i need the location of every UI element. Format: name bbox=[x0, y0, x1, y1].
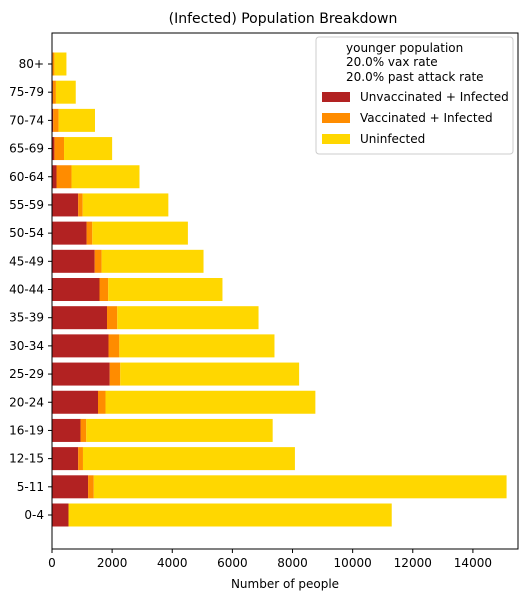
bar-segment bbox=[58, 108, 95, 132]
x-axis: 0 2000 4000 6000 8000 10000 12000 14000 bbox=[48, 549, 492, 570]
x-axis-label: Number of people bbox=[231, 577, 339, 591]
bar-segment bbox=[82, 193, 169, 217]
y-tick-label: 25-29 bbox=[9, 367, 44, 381]
x-tick-label: 2000 bbox=[97, 556, 128, 570]
bar-segment bbox=[71, 165, 140, 189]
bar-segment bbox=[52, 108, 54, 132]
bar-segment bbox=[78, 193, 83, 217]
y-tick-label: 65-69 bbox=[9, 142, 44, 156]
bar-segment bbox=[52, 165, 57, 189]
bar-segment bbox=[108, 334, 120, 358]
bar-segment bbox=[120, 362, 300, 386]
bar-segment bbox=[52, 475, 89, 499]
bar-segment bbox=[78, 447, 83, 471]
y-tick-label: 80+ bbox=[19, 57, 44, 71]
bar-segment bbox=[53, 108, 59, 132]
bar-segment bbox=[105, 390, 316, 414]
y-tick-label: 16-19 bbox=[9, 423, 44, 437]
bar-segment bbox=[55, 80, 76, 104]
y-tick-label: 20-24 bbox=[9, 395, 44, 409]
y-tick-label: 60-64 bbox=[9, 170, 44, 184]
y-tick-label: 75-79 bbox=[9, 85, 44, 99]
legend-header-line: younger population bbox=[346, 41, 463, 55]
legend-label: Unvaccinated + Infected bbox=[360, 90, 509, 104]
bar-segment bbox=[52, 249, 95, 273]
bar-segment bbox=[52, 278, 100, 301]
bar-segment bbox=[64, 137, 113, 161]
bar-segment bbox=[56, 165, 72, 189]
legend-swatch bbox=[322, 134, 350, 144]
bar-segment bbox=[86, 418, 273, 442]
chart-title: (Infected) Population Breakdown bbox=[169, 11, 398, 27]
y-tick-label: 70-74 bbox=[9, 113, 44, 127]
legend-swatch bbox=[322, 92, 350, 102]
legend-label: Vaccinated + Infected bbox=[360, 111, 493, 125]
x-tick-label: 10000 bbox=[334, 556, 372, 570]
legend-header-line: 20.0% past attack rate bbox=[346, 70, 484, 84]
bar-segment bbox=[52, 80, 56, 104]
x-tick-label: 8000 bbox=[277, 556, 308, 570]
bar-segment bbox=[54, 52, 67, 76]
bar-segment bbox=[101, 249, 204, 273]
y-tick-label: 12-15 bbox=[9, 452, 44, 466]
bar-segment bbox=[68, 503, 392, 527]
y-tick-label: 35-39 bbox=[9, 311, 44, 325]
bar-segment bbox=[94, 249, 102, 273]
bar-segment bbox=[52, 137, 55, 161]
bar-segment bbox=[52, 390, 98, 414]
legend-box bbox=[315, 36, 514, 155]
bar-segment bbox=[117, 306, 259, 330]
x-tick-label: 14000 bbox=[454, 556, 492, 570]
bar-segment bbox=[82, 447, 295, 471]
plot-frame bbox=[51, 32, 519, 550]
y-tick-label: 5-11 bbox=[17, 480, 44, 494]
bar-segment bbox=[52, 221, 87, 245]
y-axis: 0-4 5-11 12-15 16-19 20-24 25-29 30-34 35-39 40-… bbox=[9, 57, 52, 522]
y-tick-label: 30-34 bbox=[9, 339, 44, 353]
bar-segment bbox=[108, 278, 223, 301]
bar-segment bbox=[52, 193, 79, 217]
bars-group bbox=[52, 52, 507, 527]
x-tick-label: 12000 bbox=[394, 556, 432, 570]
x-tick-label: 6000 bbox=[217, 556, 248, 570]
bar-segment bbox=[92, 221, 188, 245]
bar-segment bbox=[93, 475, 507, 499]
y-tick-label: 55-59 bbox=[9, 198, 44, 212]
bar-segment bbox=[97, 390, 106, 414]
bar-segment bbox=[52, 52, 55, 76]
bar-segment bbox=[86, 221, 93, 245]
bar-segment bbox=[52, 306, 108, 330]
bar-segment bbox=[52, 362, 110, 386]
bar-segment bbox=[54, 137, 65, 161]
x-tick-label: 4000 bbox=[157, 556, 188, 570]
legend-swatch bbox=[322, 113, 350, 123]
bar-segment bbox=[52, 503, 69, 527]
bar-segment bbox=[107, 306, 118, 330]
bar-segment bbox=[99, 278, 109, 301]
y-tick-label: 40-44 bbox=[9, 283, 44, 297]
y-tick-label: 0-4 bbox=[24, 508, 44, 522]
legend: younger population 20.0% vax rate 20.0% … bbox=[315, 36, 514, 155]
bar-segment bbox=[109, 362, 121, 386]
y-tick-label: 50-54 bbox=[9, 226, 44, 240]
y-tick-label: 45-49 bbox=[9, 254, 44, 268]
bar-segment bbox=[88, 475, 94, 499]
legend-label: Uninfected bbox=[360, 132, 425, 146]
bar-segment bbox=[80, 418, 87, 442]
bar-segment bbox=[52, 334, 109, 358]
legend-header-line: 20.0% vax rate bbox=[346, 55, 438, 69]
x-tick-label: 0 bbox=[48, 556, 56, 570]
bar-segment bbox=[52, 447, 79, 471]
bar-segment bbox=[119, 334, 275, 358]
legend-entries: Unvaccinated + Infected Vaccinated + Infe… bbox=[322, 90, 509, 146]
bar-segment bbox=[52, 418, 81, 442]
